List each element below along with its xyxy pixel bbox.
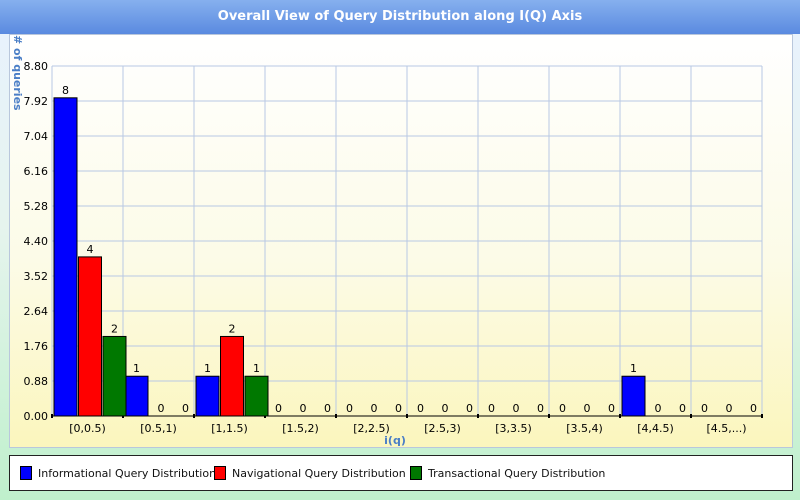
x-tick-label: [0.5,1): [140, 422, 177, 435]
x-tick-label: [2.5,3): [424, 422, 461, 435]
legend-item-navigational: Navigational Query Distribution: [214, 465, 406, 481]
legend-label-transactional: Transactional Query Distribution: [428, 466, 606, 480]
data-label: 0: [158, 402, 165, 415]
bar-chart: 0.00 0.88 1.76 2.64 3.52 4.40 5.28 6.16 7.04 7.92…: [11, 35, 763, 447]
x-tick-label: [4,4.5): [637, 422, 674, 435]
data-label: 0: [679, 402, 686, 415]
y-tick-label: 0.00: [24, 410, 49, 423]
bar-informational: [124, 375, 149, 417]
y-tick-label: 7.92: [24, 95, 49, 108]
legend-swatch-transactional: [410, 466, 422, 480]
data-label: 0: [750, 402, 757, 415]
y-tick-label: 5.28: [24, 200, 49, 213]
data-label: 1: [253, 362, 260, 375]
legend-item-informational: Informational Query Distribution: [20, 465, 216, 481]
legend-label-navigational: Navigational Query Distribution: [232, 466, 406, 480]
data-label: 0: [182, 402, 189, 415]
data-label: 0: [371, 402, 378, 415]
data-label: 0: [537, 402, 544, 415]
data-label: 8: [62, 84, 69, 97]
x-axis-title: i(q): [384, 434, 406, 447]
chart-area: 0.00 0.88 1.76 2.64 3.52 4.40 5.28 6.16 7.04 7.92…: [9, 34, 793, 448]
bar-informational: [195, 375, 220, 417]
y-tick-label: 6.16: [24, 165, 49, 178]
data-label: 0: [701, 402, 708, 415]
data-label: 1: [630, 362, 637, 375]
data-label: 0: [395, 402, 402, 415]
data-label: 0: [513, 402, 520, 415]
legend: Informational Query Distribution Navigat…: [9, 455, 793, 491]
y-tick-label: 2.64: [24, 305, 49, 318]
data-label: 0: [488, 402, 495, 415]
x-tick-label: [3.5,4): [566, 422, 603, 435]
data-label: 0: [417, 402, 424, 415]
bar-informational: [621, 375, 646, 417]
x-tick-label: [0,0.5): [69, 422, 106, 435]
data-label: 1: [204, 362, 211, 375]
data-label: 1: [133, 362, 140, 375]
y-tick-label: 8.80: [24, 60, 49, 73]
y-tick-label: 7.04: [24, 130, 49, 143]
data-label: 4: [87, 243, 94, 256]
y-tick-label: 3.52: [24, 270, 49, 283]
bar-transactional: [102, 335, 127, 417]
x-tick-label: [1.5,2): [282, 422, 319, 435]
data-label: 0: [584, 402, 591, 415]
data-label: 0: [442, 402, 449, 415]
data-label: 0: [726, 402, 733, 415]
data-label: 0: [466, 402, 473, 415]
data-label: 2: [229, 322, 236, 335]
x-tick-label: [1,1.5): [211, 422, 248, 435]
y-tick-label: 1.76: [24, 340, 49, 353]
bar-navigational: [78, 256, 102, 417]
bar-informational: [53, 97, 78, 417]
chart-title: Overall View of Query Distribution along…: [0, 0, 800, 34]
legend-label-informational: Informational Query Distribution: [38, 466, 217, 480]
data-label: 0: [655, 402, 662, 415]
legend-swatch-navigational: [214, 466, 226, 480]
legend-swatch-informational: [20, 466, 32, 480]
data-label: 0: [346, 402, 353, 415]
data-label: 0: [300, 402, 307, 415]
data-label: 0: [608, 402, 615, 415]
bar-navigational: [220, 335, 244, 417]
x-tick-label: [3,3.5): [495, 422, 532, 435]
y-tick-label: 0.88: [24, 375, 49, 388]
x-tick-label: [4.5,...): [706, 422, 746, 435]
y-tick-label: 4.40: [24, 235, 49, 248]
data-label: 2: [111, 322, 118, 335]
x-tick-label: [2,2.5): [353, 422, 390, 435]
legend-item-transactional: Transactional Query Distribution: [410, 465, 605, 481]
data-label: 0: [324, 402, 331, 415]
bar-transactional: [244, 375, 269, 417]
data-label: 0: [559, 402, 566, 415]
y-axis-title: # of queries: [11, 35, 24, 111]
data-label: 0: [275, 402, 282, 415]
